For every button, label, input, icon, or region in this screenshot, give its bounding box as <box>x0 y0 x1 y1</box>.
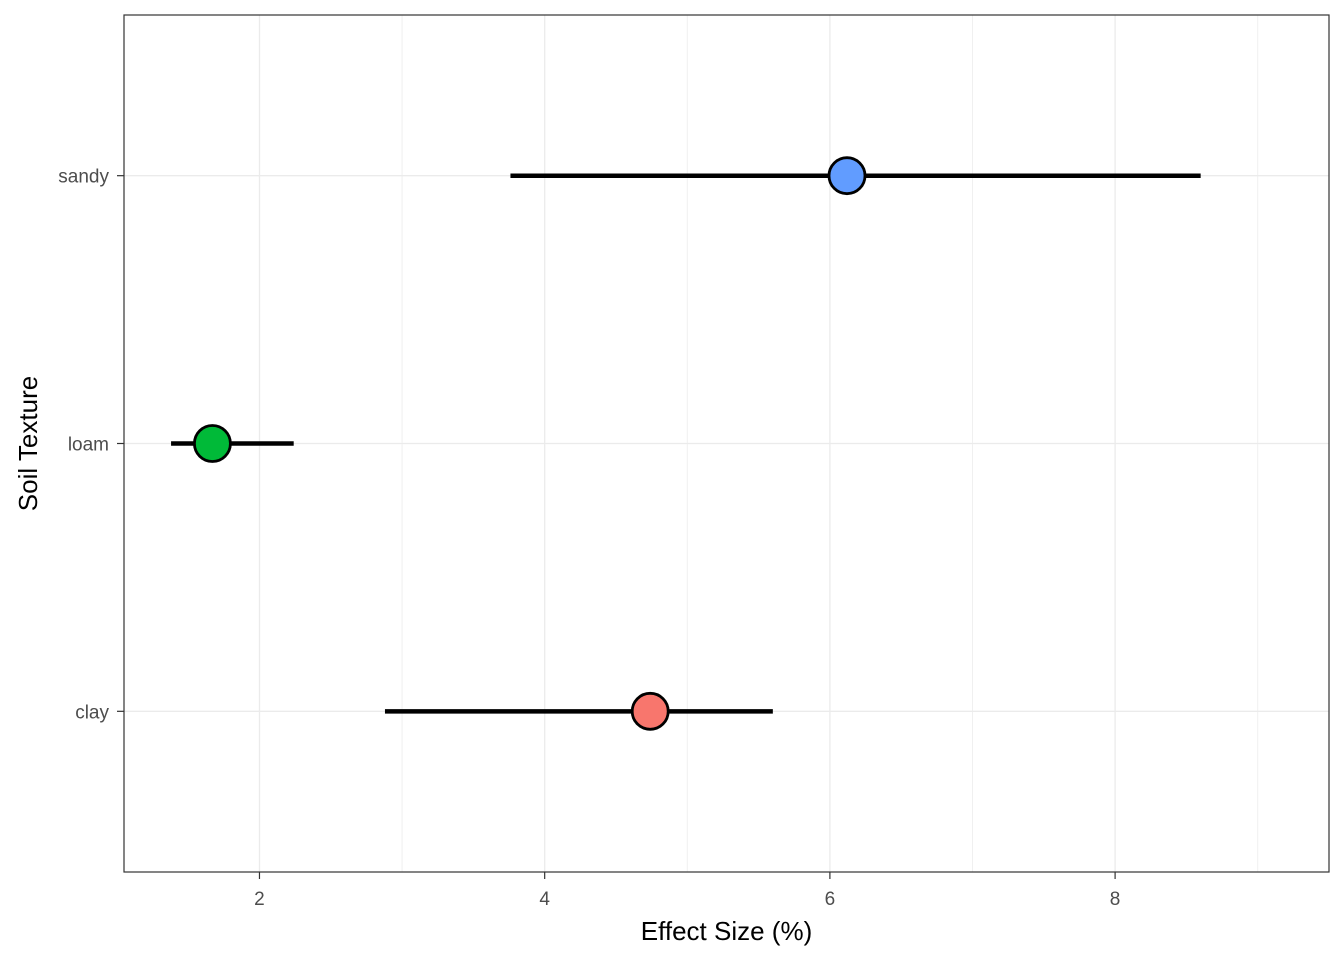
y-tick-label: sandy <box>58 167 109 188</box>
y-axis-title: Soil Texture <box>13 376 43 511</box>
x-tick-label: 6 <box>825 889 836 910</box>
x-axis-title: Effect Size (%) <box>641 916 812 946</box>
y-tick-label: loam <box>68 435 109 456</box>
x-tick-label: 2 <box>254 889 265 910</box>
x-tick-label: 4 <box>539 889 550 910</box>
point-clay <box>630 691 670 731</box>
y-tick-label: clay <box>75 702 109 723</box>
estimate-points <box>193 156 867 731</box>
x-axis: 2 4 6 8 <box>254 872 1120 910</box>
point-loam <box>193 424 232 463</box>
x-tick-label: 8 <box>1110 889 1121 910</box>
grid-lines <box>124 15 1329 872</box>
y-axis: clay loam sandy <box>58 167 124 723</box>
point-sandy <box>827 156 867 196</box>
